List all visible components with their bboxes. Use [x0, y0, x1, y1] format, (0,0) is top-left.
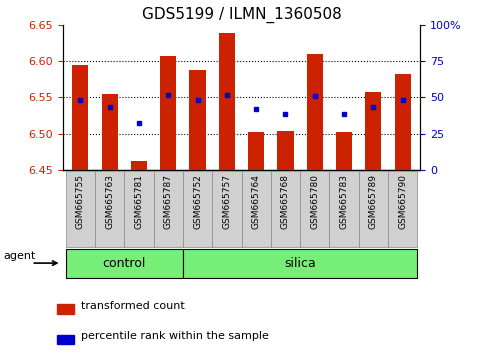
- Text: GSM665768: GSM665768: [281, 174, 290, 229]
- Text: GSM665781: GSM665781: [134, 174, 143, 229]
- Bar: [307, 54, 323, 170]
- FancyBboxPatch shape: [271, 171, 300, 247]
- FancyBboxPatch shape: [183, 171, 212, 247]
- Text: GSM665757: GSM665757: [222, 174, 231, 229]
- FancyBboxPatch shape: [212, 171, 242, 247]
- FancyBboxPatch shape: [183, 249, 417, 278]
- Bar: [72, 65, 88, 170]
- Text: percentile rank within the sample: percentile rank within the sample: [82, 331, 269, 342]
- FancyBboxPatch shape: [388, 171, 417, 247]
- Text: GSM665755: GSM665755: [76, 174, 85, 229]
- Text: agent: agent: [3, 251, 36, 261]
- Bar: [365, 92, 382, 170]
- Text: transformed count: transformed count: [82, 301, 185, 311]
- Bar: [131, 161, 147, 170]
- Text: GSM665764: GSM665764: [252, 174, 261, 229]
- Bar: [57, 335, 74, 344]
- Text: GSM665752: GSM665752: [193, 174, 202, 229]
- Text: GSM665790: GSM665790: [398, 174, 407, 229]
- Bar: [160, 56, 176, 170]
- FancyBboxPatch shape: [124, 171, 154, 247]
- FancyBboxPatch shape: [242, 171, 271, 247]
- Text: control: control: [102, 257, 146, 270]
- Bar: [395, 74, 411, 170]
- Text: GSM665787: GSM665787: [164, 174, 173, 229]
- FancyBboxPatch shape: [154, 171, 183, 247]
- FancyBboxPatch shape: [300, 171, 329, 247]
- Bar: [336, 132, 352, 170]
- Bar: [219, 34, 235, 170]
- Title: GDS5199 / ILMN_1360508: GDS5199 / ILMN_1360508: [142, 7, 341, 23]
- FancyBboxPatch shape: [329, 171, 359, 247]
- Text: silica: silica: [284, 257, 316, 270]
- Bar: [57, 304, 74, 314]
- Bar: [189, 70, 206, 170]
- FancyBboxPatch shape: [66, 171, 95, 247]
- Bar: [277, 131, 294, 170]
- Text: GSM665763: GSM665763: [105, 174, 114, 229]
- Bar: [248, 132, 264, 170]
- FancyBboxPatch shape: [95, 171, 124, 247]
- Text: GSM665780: GSM665780: [310, 174, 319, 229]
- Text: GSM665789: GSM665789: [369, 174, 378, 229]
- FancyBboxPatch shape: [66, 249, 183, 278]
- Bar: [101, 94, 118, 170]
- FancyBboxPatch shape: [359, 171, 388, 247]
- Text: GSM665783: GSM665783: [340, 174, 349, 229]
